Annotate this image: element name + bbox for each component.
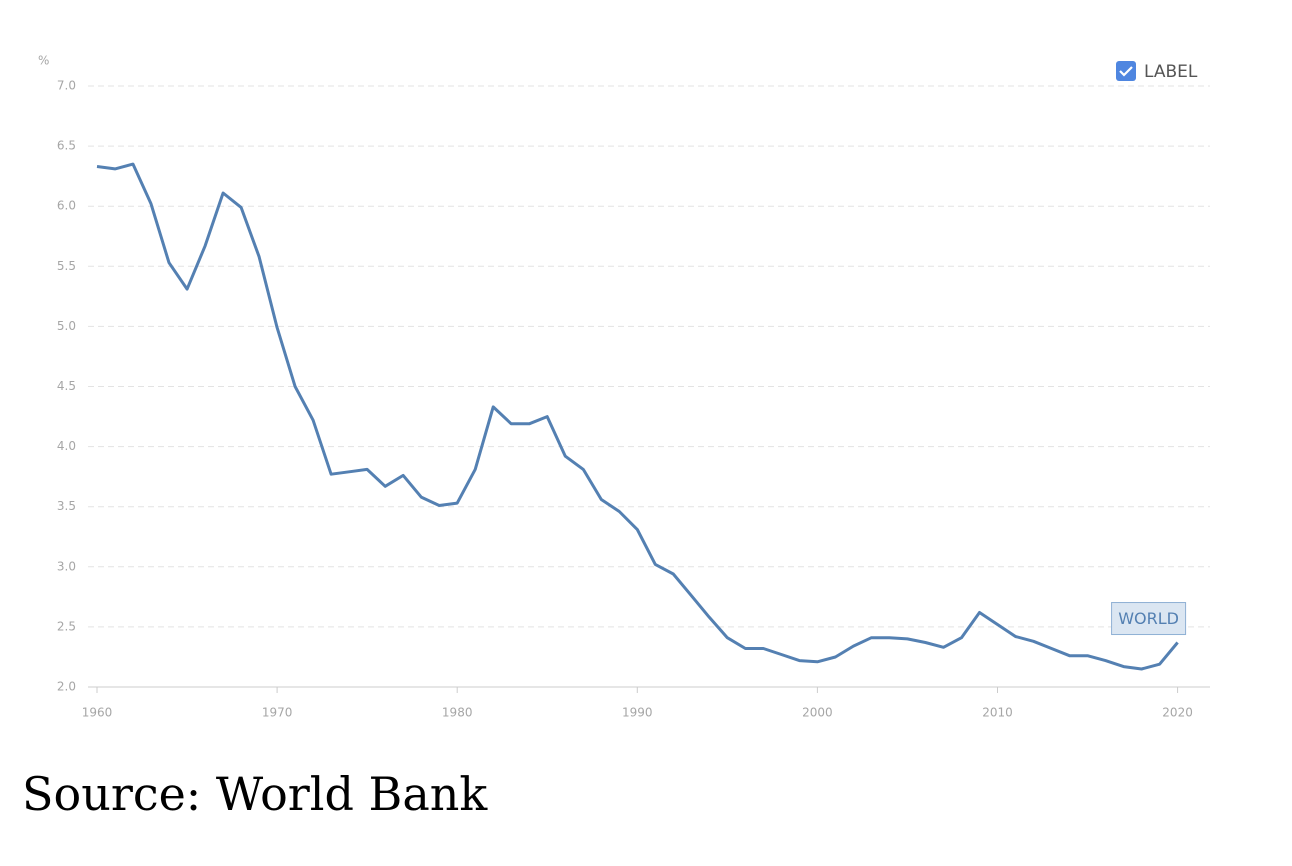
source: Source: World Bank — [22, 767, 488, 821]
y-unit: % — [38, 54, 49, 68]
x-tick-label: 1970 — [262, 706, 293, 720]
y-tick-label: 4.5 — [57, 379, 76, 393]
x-tick-label: 2010 — [982, 706, 1013, 720]
y-tick-label: 6.0 — [57, 199, 76, 213]
x-tick-label: 1990 — [622, 706, 653, 720]
x-tick-label: 1980 — [442, 706, 473, 720]
y-tick-label: 2.0 — [57, 680, 76, 694]
x-tick-label: 1960 — [82, 706, 113, 720]
x-tick-label: 2020 — [1162, 706, 1193, 720]
legend-label[interactable]: LABEL — [1144, 62, 1198, 82]
legend-check — [1119, 66, 1133, 77]
annotation: WORLD — [1118, 609, 1179, 628]
line — [96, 162, 1179, 671]
annotation-box — [1111, 602, 1187, 636]
y-tick-label: 4.0 — [57, 439, 76, 453]
y-tick-label: 6.5 — [57, 139, 76, 153]
y-tick-label: 5.5 — [57, 259, 76, 273]
y-tick-label: 3.5 — [57, 499, 76, 513]
y-tick-label: 7.0 — [57, 79, 76, 93]
x-tick-label: 2000 — [802, 706, 833, 720]
y-tick-label: 3.0 — [57, 559, 76, 573]
y-tick-label: 2.5 — [57, 619, 76, 633]
legend-checkbox[interactable] — [1116, 61, 1136, 81]
y-tick-label: 5.0 — [57, 319, 76, 333]
